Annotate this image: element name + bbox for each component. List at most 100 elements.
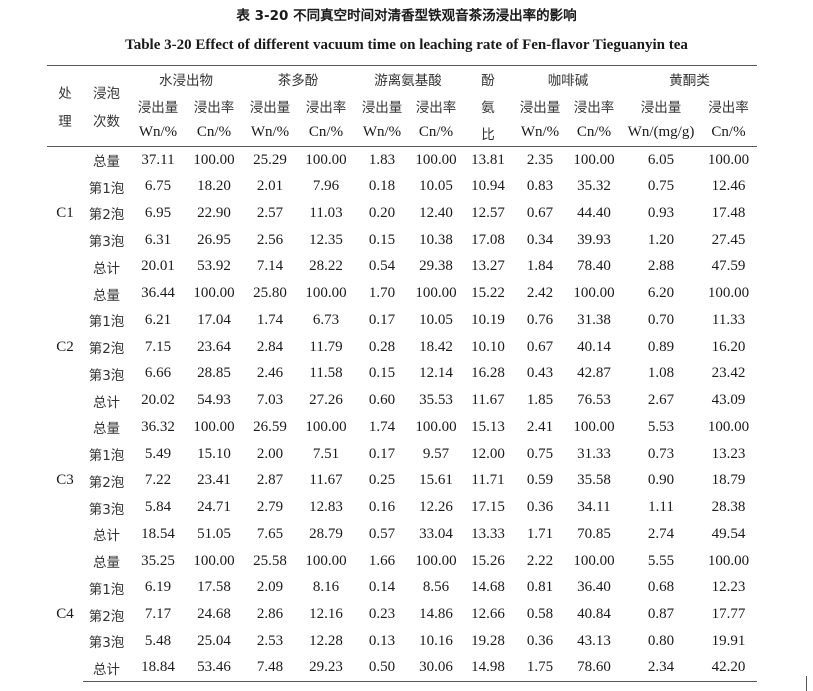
value-cell: 18.20	[197, 178, 231, 195]
value-cell: 7.14	[256, 258, 284, 275]
value-cell: 11.67	[471, 392, 505, 409]
value-cell: 100.00	[415, 285, 457, 302]
value-cell: 100.00	[707, 151, 750, 168]
value-cell: 0.25	[368, 472, 396, 489]
value-cell: 54.93	[197, 392, 231, 409]
header-subcolumn: 浸出率	[415, 100, 457, 116]
value-cell: 2.57	[256, 204, 284, 221]
value-cell: 100.00	[573, 151, 615, 168]
value-cell: 35.32	[577, 178, 611, 195]
value-cell: 15.22	[471, 285, 505, 302]
value-cell: 0.43	[526, 365, 554, 382]
value-cell: 2.53	[256, 632, 284, 649]
value-cell: 51.05	[197, 525, 231, 542]
value-cell: 2.41	[526, 418, 554, 435]
brew-label-cell: 第2泡	[88, 207, 125, 224]
value-cell: 100.00	[415, 552, 457, 569]
value-cell: 53.46	[186, 654, 242, 682]
header-subcolumn: 浸出量	[249, 100, 291, 116]
value-cell: 2.34	[622, 654, 700, 682]
value-cell: 100.00	[707, 552, 750, 569]
leaching-rate-table: 处 理 浸泡 次数 水浸出物 茶多酚 游离氨基酸 酚 咖啡碱 黄酮类 浸出量 浸出…	[47, 65, 757, 682]
value-cell: 11.58	[309, 365, 343, 382]
value-cell: 10.10	[471, 338, 505, 355]
value-cell: 0.75	[526, 445, 554, 462]
header-ratio-char: 酚	[462, 65, 514, 93]
value-cell: 0.36	[526, 632, 554, 649]
table-row: 第3泡 5.84 24.71 2.79 12.83 0.16 12.26 17.15 0.36 3…	[47, 494, 757, 521]
value-cell: 11.33	[711, 311, 746, 328]
value-cell: 14.98	[462, 654, 514, 682]
brew-label-cell: 第2泡	[88, 341, 125, 358]
header-brew-line: 次数	[93, 114, 120, 130]
value-cell: 29.23	[298, 654, 354, 682]
value-cell: 25.04	[197, 632, 231, 649]
value-cell: 2.74	[647, 525, 675, 542]
header-unit: Cn/%	[298, 119, 354, 147]
value-cell: 6.66	[144, 365, 172, 382]
value-cell: 1.74	[368, 418, 396, 435]
value-cell: 100.00	[193, 552, 235, 569]
value-cell: 20.01	[141, 258, 175, 275]
value-cell: 23.41	[197, 472, 231, 489]
table-header: 处 理 浸泡 次数 水浸出物 茶多酚 游离氨基酸 酚 咖啡碱 黄酮类 浸出量 浸出…	[47, 65, 757, 147]
value-cell: 0.80	[647, 632, 675, 649]
header-brew-count: 浸泡 次数	[83, 65, 130, 147]
edge-mark	[806, 676, 807, 691]
value-cell: 2.84	[256, 338, 284, 355]
value-cell: 12.14	[419, 365, 453, 382]
value-cell: 78.60	[566, 654, 622, 682]
table-row: 第2泡 7.15 23.64 2.84 11.79 0.28 18.42 10.10 0.67 4…	[47, 334, 757, 361]
value-cell: 0.23	[368, 606, 396, 623]
brew-label-cell: 第3泡	[88, 501, 125, 518]
value-cell: 6.95	[144, 204, 172, 221]
header-treatment-line: 处	[58, 86, 72, 102]
value-cell: 26.95	[197, 231, 231, 248]
header-unit: Wn/%	[130, 119, 186, 147]
value-cell: 0.81	[526, 579, 554, 596]
value-cell: 0.54	[368, 258, 396, 275]
value-cell: 0.58	[526, 606, 554, 623]
brew-label-cell: 总计	[93, 528, 120, 545]
value-cell: 100.00	[415, 151, 457, 168]
value-cell: 53.92	[197, 258, 231, 275]
value-cell: 17.08	[471, 231, 505, 248]
value-cell: 13.81	[471, 151, 505, 168]
value-cell: 2.01	[256, 178, 284, 195]
header-unit: Cn/%	[700, 119, 757, 147]
value-cell: 6.75	[144, 178, 172, 195]
value-cell: 1.84	[526, 258, 554, 275]
value-cell: 40.84	[577, 606, 611, 623]
brew-label-cell: 总计	[83, 654, 130, 682]
value-cell: 2.87	[256, 472, 284, 489]
header-ratio-char: 氨	[481, 100, 495, 116]
table-row: 第2泡 6.95 22.90 2.57 11.03 0.20 12.40 12.57 0.67 4…	[47, 200, 757, 227]
value-cell: 14.68	[471, 579, 505, 596]
value-cell: 0.70	[647, 311, 675, 328]
table-body: C1 总量 37.11 100.00 25.29 100.00 1.83 100.00 13.8…	[47, 147, 757, 682]
value-cell: 0.67	[526, 338, 554, 355]
table-row: C2 总量 36.44 100.00 25.80 100.00 1.70 100.00 15.2…	[47, 280, 757, 355]
value-cell: 19.28	[471, 632, 505, 649]
value-cell: 27.45	[711, 231, 746, 248]
table-row: 总计 20.02 54.93 7.03 27.26 0.60 35.53 11.67 1.85 7…	[47, 387, 757, 414]
value-cell: 2.22	[526, 552, 554, 569]
table-row: 第1泡 6.19 17.58 2.09 8.16 0.14 8.56 14.68 0.81 36.…	[47, 575, 757, 602]
value-cell: 11.79	[309, 338, 343, 355]
value-cell: 0.16	[368, 499, 396, 516]
value-cell: 18.84	[130, 654, 186, 682]
value-cell: 29.38	[419, 258, 453, 275]
treatment-cell: C2	[56, 338, 74, 355]
value-cell: 7.15	[144, 338, 172, 355]
value-cell: 2.56	[256, 231, 284, 248]
value-cell: 0.93	[647, 204, 675, 221]
value-cell: 1.20	[647, 231, 675, 248]
value-cell: 47.59	[711, 258, 746, 275]
value-cell: 1.66	[368, 552, 396, 569]
value-cell: 6.21	[144, 311, 172, 328]
value-cell: 0.87	[647, 606, 675, 623]
header-unit: Cn/%	[410, 119, 462, 147]
value-cell: 22.90	[197, 204, 231, 221]
value-cell: 13.33	[471, 525, 505, 542]
value-cell: 17.48	[711, 204, 746, 221]
